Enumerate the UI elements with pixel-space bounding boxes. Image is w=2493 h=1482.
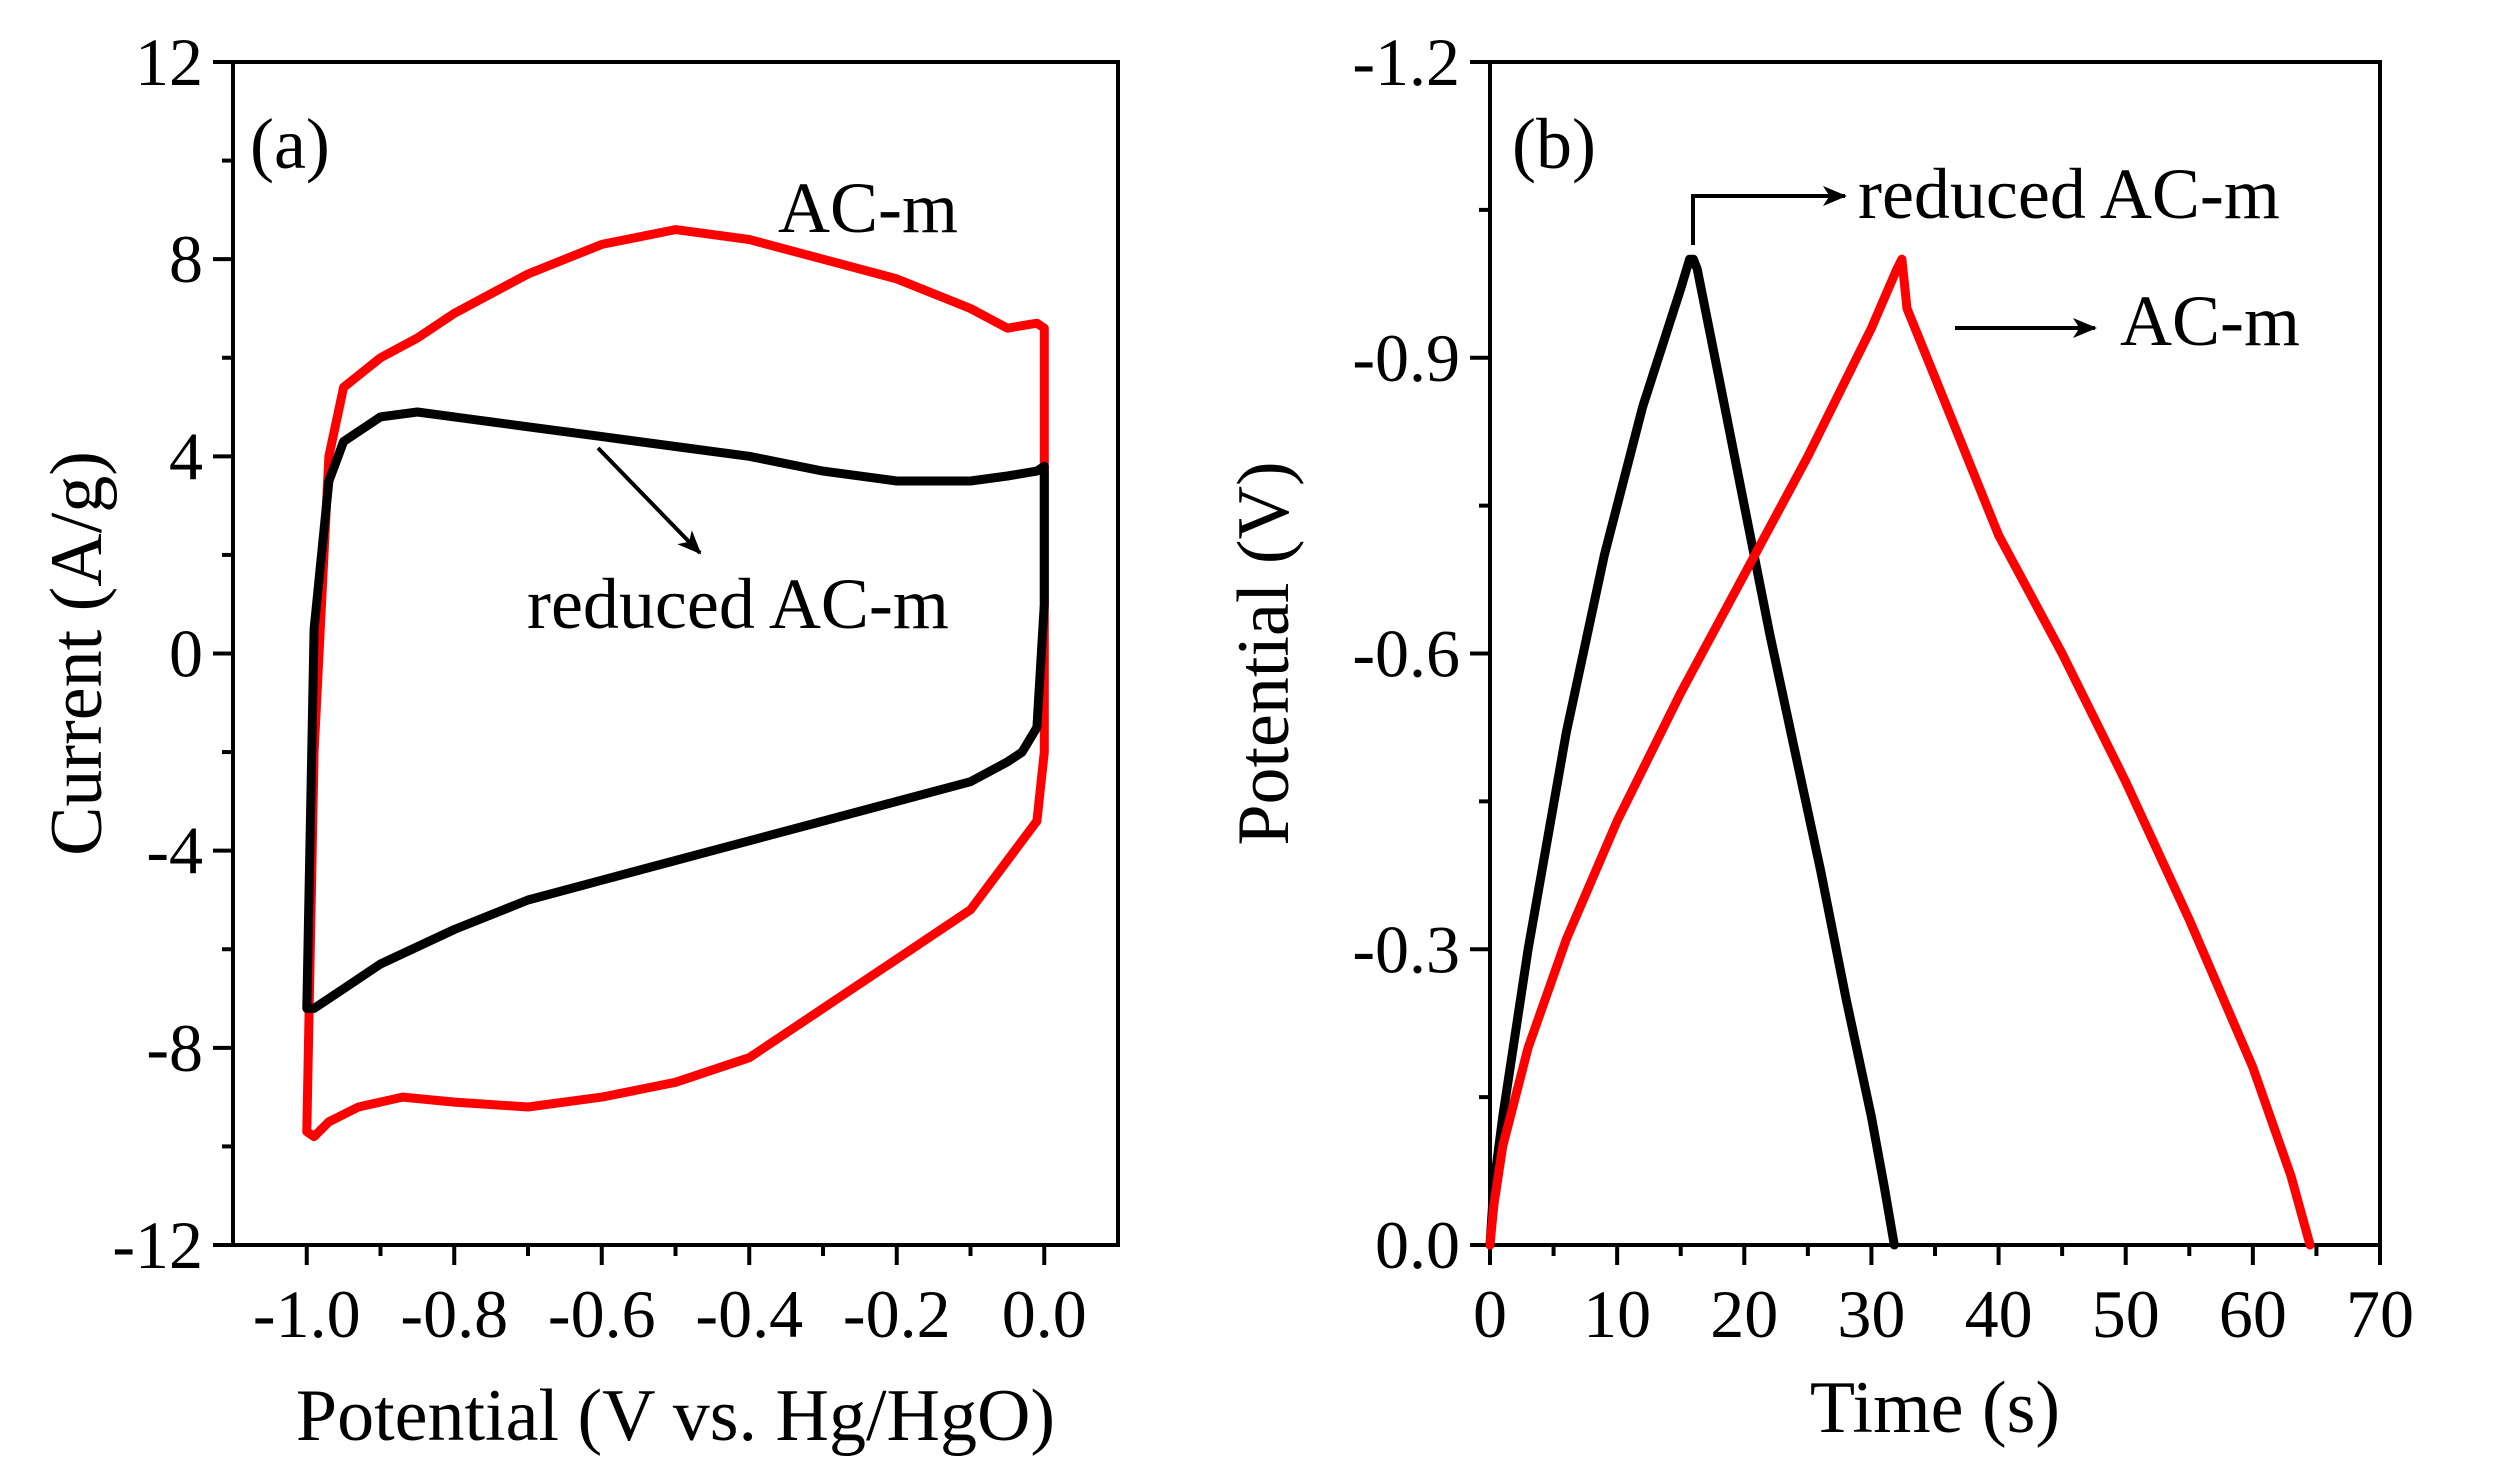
panel-label: (b) [1512,104,1596,184]
x-tick-label: -1.0 [253,1276,361,1352]
y-tick-label: -0.9 [1352,320,1460,396]
annotation-label: reduced AC-m [1858,154,2280,234]
plot-frame [1488,60,2382,1247]
plot-frame [231,60,1120,1247]
series-line-ac-m [1485,254,2315,1250]
y-tick-label: 12 [135,24,203,100]
y-tick-label: -1.2 [1352,24,1460,100]
y-axis-title: Current (A/g) [36,451,118,856]
x-tick-label: -0.2 [843,1276,951,1352]
x-axis-title: Potential (V vs. Hg/HgO) [296,1375,1055,1457]
x-tick-label: -0.6 [548,1276,656,1352]
y-tick-label: 0.0 [1375,1207,1460,1283]
annotation-label: reduced AC-m [527,564,949,644]
x-tick-label: 0.0 [1002,1276,1087,1352]
x-tick-label: 0 [1473,1276,1507,1352]
y-tick-label: -8 [146,1010,203,1086]
y-tick-label: -0.6 [1352,616,1460,692]
x-tick-label: 60 [2219,1276,2287,1352]
annotation-label: AC-m [778,168,958,248]
x-tick-label: -0.4 [695,1276,803,1352]
panel-label: (a) [250,104,330,184]
annotation-arrow [596,446,702,555]
x-tick-label: 20 [1710,1276,1778,1352]
x-tick-label: 50 [2092,1276,2160,1352]
y-tick-label: 8 [169,221,203,297]
series-line-reduced-ac-m [302,407,1049,1013]
x-tick-label: -0.8 [400,1276,508,1352]
chart-panel-a: -1.0 -0.8 -0.6 -0.4 -0.2 0.0 -12 -8 -4 0 4 8 12 Poten… [36,24,1120,1457]
y-tick-label: -4 [146,813,203,889]
x-tick-label: 10 [1583,1276,1651,1352]
series-line-ac-m [302,225,1049,1142]
series-line-reduced-ac-m [1485,254,1899,1250]
x-tick-label: 30 [1837,1276,1905,1352]
y-tick-label: 0 [169,616,203,692]
x-tick-label: 70 [2346,1276,2414,1352]
y-tick-label: -0.3 [1352,911,1460,987]
y-tick-label: 4 [169,418,203,494]
annotation-arrow [1691,186,1847,245]
y-tick-label: -12 [112,1207,203,1283]
x-axis-title: Time (s) [1810,1367,2060,1449]
x-tick-label: 40 [1965,1276,2033,1352]
annotation-label: AC-m [2120,281,2300,361]
chart-panel-b: 0 10 20 30 40 50 60 70 0.0 -0.3 -0.6 -0.9 -1.2 Time (… [1223,24,2414,1449]
y-axis-title: Potential (V) [1223,461,1305,845]
